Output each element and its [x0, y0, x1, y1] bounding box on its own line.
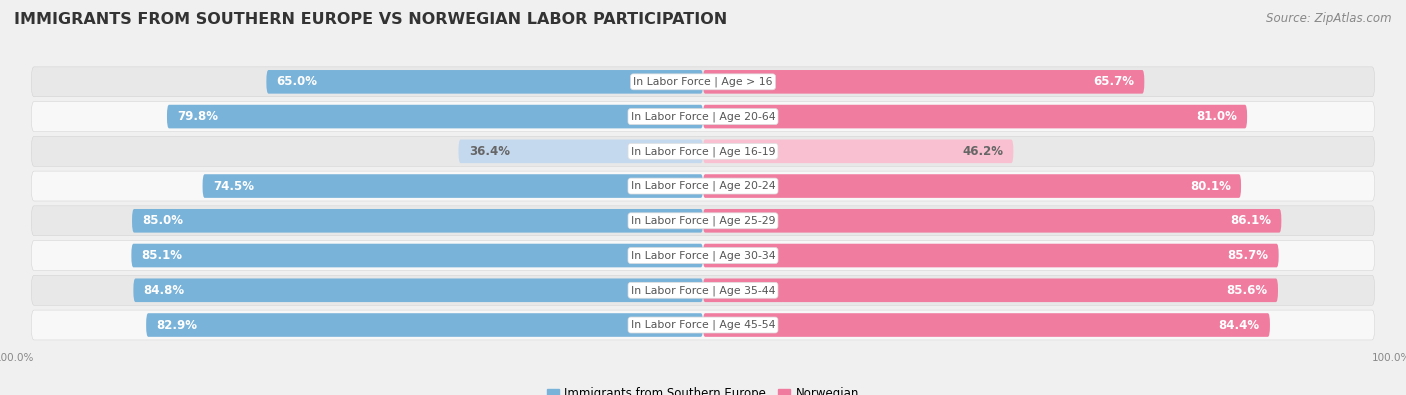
FancyBboxPatch shape	[31, 310, 1375, 340]
FancyBboxPatch shape	[703, 278, 1278, 302]
Text: In Labor Force | Age 16-19: In Labor Force | Age 16-19	[631, 146, 775, 156]
FancyBboxPatch shape	[458, 139, 703, 163]
FancyBboxPatch shape	[132, 209, 703, 233]
Text: In Labor Force | Age 45-54: In Labor Force | Age 45-54	[631, 320, 775, 330]
FancyBboxPatch shape	[167, 105, 703, 128]
Text: 65.0%: 65.0%	[277, 75, 318, 88]
FancyBboxPatch shape	[703, 174, 1241, 198]
FancyBboxPatch shape	[31, 67, 1375, 97]
Text: 65.7%: 65.7%	[1092, 75, 1135, 88]
Text: In Labor Force | Age 20-24: In Labor Force | Age 20-24	[631, 181, 775, 191]
Text: 81.0%: 81.0%	[1197, 110, 1237, 123]
FancyBboxPatch shape	[31, 136, 1375, 166]
Text: IMMIGRANTS FROM SOUTHERN EUROPE VS NORWEGIAN LABOR PARTICIPATION: IMMIGRANTS FROM SOUTHERN EUROPE VS NORWE…	[14, 12, 727, 27]
FancyBboxPatch shape	[134, 278, 703, 302]
FancyBboxPatch shape	[703, 105, 1247, 128]
FancyBboxPatch shape	[703, 209, 1281, 233]
Text: 46.2%: 46.2%	[962, 145, 1002, 158]
Text: In Labor Force | Age 20-64: In Labor Force | Age 20-64	[631, 111, 775, 122]
FancyBboxPatch shape	[703, 70, 1144, 94]
Text: 84.4%: 84.4%	[1219, 318, 1260, 331]
Text: Source: ZipAtlas.com: Source: ZipAtlas.com	[1267, 12, 1392, 25]
Text: 36.4%: 36.4%	[468, 145, 510, 158]
FancyBboxPatch shape	[31, 241, 1375, 271]
FancyBboxPatch shape	[703, 313, 1270, 337]
Legend: Immigrants from Southern Europe, Norwegian: Immigrants from Southern Europe, Norwegi…	[543, 383, 863, 395]
Text: 85.6%: 85.6%	[1226, 284, 1268, 297]
FancyBboxPatch shape	[146, 313, 703, 337]
FancyBboxPatch shape	[31, 206, 1375, 236]
FancyBboxPatch shape	[202, 174, 703, 198]
Text: 84.8%: 84.8%	[143, 284, 184, 297]
Text: In Labor Force | Age 35-44: In Labor Force | Age 35-44	[631, 285, 775, 295]
FancyBboxPatch shape	[266, 70, 703, 94]
FancyBboxPatch shape	[703, 139, 1014, 163]
Text: 85.7%: 85.7%	[1227, 249, 1268, 262]
FancyBboxPatch shape	[31, 102, 1375, 132]
Text: 85.1%: 85.1%	[142, 249, 183, 262]
Text: In Labor Force | Age 30-34: In Labor Force | Age 30-34	[631, 250, 775, 261]
FancyBboxPatch shape	[31, 275, 1375, 305]
Text: 86.1%: 86.1%	[1230, 214, 1271, 227]
Text: 74.5%: 74.5%	[212, 180, 254, 192]
Text: 80.1%: 80.1%	[1189, 180, 1230, 192]
Text: 82.9%: 82.9%	[156, 318, 197, 331]
Text: In Labor Force | Age 25-29: In Labor Force | Age 25-29	[631, 216, 775, 226]
FancyBboxPatch shape	[131, 244, 703, 267]
FancyBboxPatch shape	[703, 244, 1278, 267]
Text: In Labor Force | Age > 16: In Labor Force | Age > 16	[633, 77, 773, 87]
Text: 79.8%: 79.8%	[177, 110, 218, 123]
FancyBboxPatch shape	[31, 171, 1375, 201]
Text: 85.0%: 85.0%	[142, 214, 183, 227]
